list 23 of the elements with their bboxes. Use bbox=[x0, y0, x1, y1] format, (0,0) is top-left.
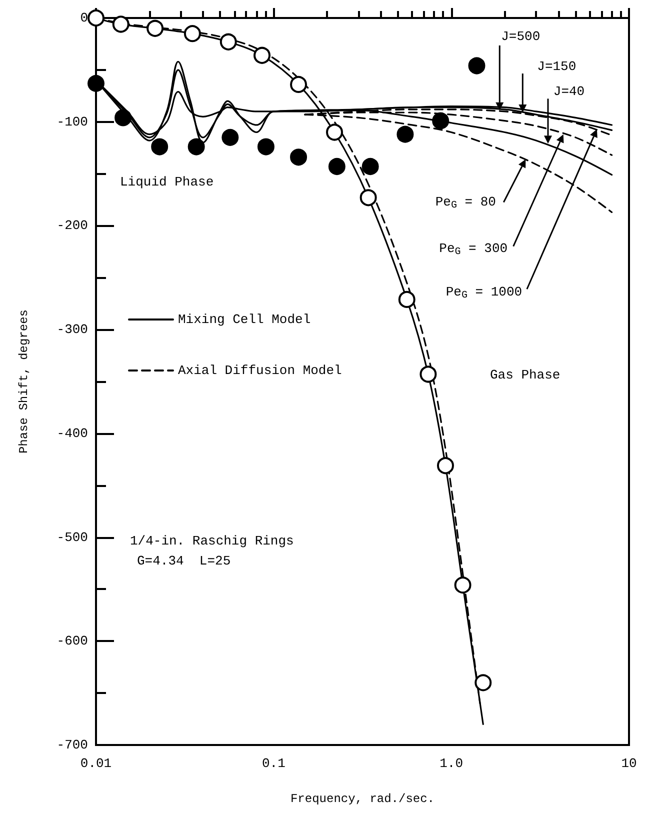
y-tick-label: 0 bbox=[80, 10, 88, 26]
annotation: J=150 bbox=[537, 59, 576, 74]
y-tick-label: -200 bbox=[56, 218, 88, 234]
annotation: Gas Phase bbox=[490, 368, 560, 382]
legend-label: Axial Diffusion Model bbox=[178, 363, 342, 378]
x-tick-label: 0.01 bbox=[80, 756, 112, 771]
y-tick-label: -400 bbox=[56, 426, 88, 441]
annotation: G=4.34 L=25 bbox=[137, 554, 231, 568]
x-tick-label: 1.0 bbox=[440, 756, 464, 771]
y-tick-label: -100 bbox=[56, 114, 88, 130]
y-tick-label: -500 bbox=[56, 530, 88, 545]
x-tick-label: 0.1 bbox=[262, 756, 286, 771]
y-axis-title: Phase Shift, degrees bbox=[17, 309, 31, 454]
y-tick-label: -600 bbox=[56, 634, 88, 649]
annotation: Liquid Phase bbox=[120, 174, 214, 190]
annotation: 1/4-in. Raschig Rings bbox=[130, 534, 294, 548]
legend-label: Mixing Cell Model bbox=[178, 312, 311, 327]
y-tick-label: -700 bbox=[56, 738, 88, 752]
x-tick-label: 10 bbox=[621, 756, 637, 771]
x-axis-title: Frequency, rad./sec. bbox=[290, 792, 435, 806]
annotation: J=40 bbox=[553, 84, 585, 100]
y-tick-label: -300 bbox=[56, 322, 88, 338]
annotation: J=500 bbox=[501, 28, 540, 44]
